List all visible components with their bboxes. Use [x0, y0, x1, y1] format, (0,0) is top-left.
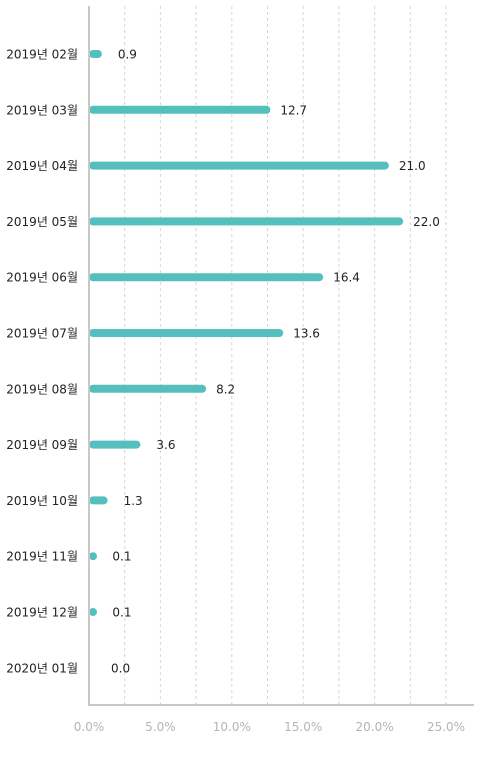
value-labels: 0.9 12.7 21.0 22.0 16.4 13.6 8.2 3.6 1.3 0.1 0.1 0.… [111, 48, 440, 676]
x-tick-labels: 0.0% 5.0% 10.0% 15.0% 20.0% 25.0% [74, 720, 465, 734]
category-label: 2019년 10월 [6, 494, 78, 508]
value-label: 0.0 [111, 661, 130, 675]
value-label: 8.2 [216, 382, 235, 396]
x-tick-label: 5.0% [145, 720, 176, 734]
gridlines [124, 6, 447, 705]
bar [89, 608, 97, 616]
bar [89, 496, 108, 505]
value-label: 22.0 [413, 215, 440, 229]
bars [89, 50, 404, 616]
category-label: 2019년 11월 [6, 550, 78, 564]
bar [89, 105, 271, 114]
x-tick-label: 25.0% [427, 720, 465, 734]
bar [89, 384, 207, 393]
category-label: 2019년 03월 [6, 103, 78, 117]
category-label: 2019년 09월 [6, 438, 78, 452]
x-tick-label: 15.0% [284, 720, 322, 734]
value-label: 0.1 [112, 550, 131, 564]
value-label: 1.3 [124, 494, 143, 508]
axes [88, 6, 474, 706]
bar [89, 217, 404, 226]
value-label: 3.6 [156, 438, 175, 452]
category-labels: 2019년 02월 2019년 03월 2019년 04월 2019년 05월 2019… [6, 48, 78, 676]
bar [89, 329, 284, 337]
category-label: 2019년 05월 [6, 215, 78, 229]
category-label: 2019년 12월 [6, 606, 78, 620]
value-label: 12.7 [280, 103, 307, 117]
category-label: 2019년 02월 [6, 48, 78, 62]
x-tick-label: 0.0% [74, 720, 105, 734]
category-label: 2019년 04월 [6, 159, 78, 173]
x-tick-label: 20.0% [356, 720, 394, 734]
bar [89, 440, 141, 449]
category-label: 2019년 06월 [6, 271, 78, 285]
bar [89, 552, 97, 561]
bar [89, 50, 102, 58]
value-label: 16.4 [333, 271, 360, 285]
category-label: 2019년 07월 [6, 327, 78, 341]
value-label: 21.0 [399, 159, 426, 173]
value-label: 0.1 [112, 606, 131, 620]
value-label: 13.6 [293, 327, 320, 341]
x-tick-label: 10.0% [213, 720, 251, 734]
category-label: 2020년 01월 [6, 661, 78, 675]
value-label: 0.9 [118, 48, 137, 62]
bar [89, 273, 324, 282]
category-label: 2019년 08월 [6, 382, 78, 396]
bar [89, 161, 389, 170]
